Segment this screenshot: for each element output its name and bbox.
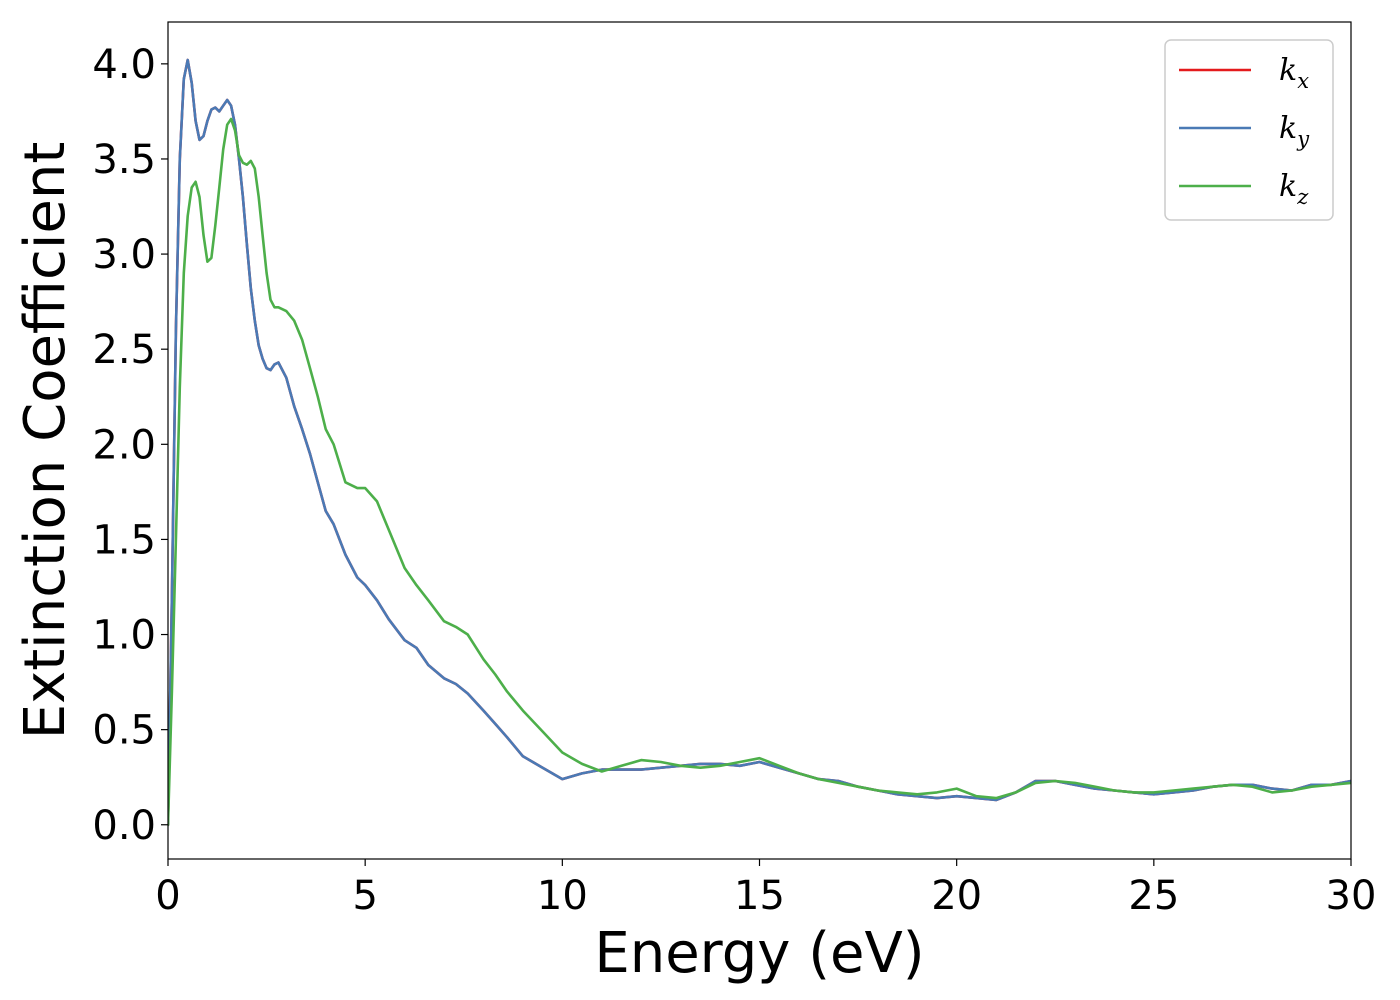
x-tick-label: 10	[537, 873, 588, 919]
legend-label-subscript: y	[1296, 127, 1310, 151]
y-tick-label: 1.5	[92, 517, 156, 563]
legend-label-base: k	[1279, 111, 1297, 146]
x-axis-label: Energy (eV)	[594, 921, 924, 986]
legend-label-base: k	[1279, 169, 1297, 204]
x-tick-label: 20	[931, 873, 982, 919]
x-tick-label: 30	[1326, 873, 1377, 919]
y-tick-label: 4.0	[92, 42, 156, 88]
legend-label-z: kz	[1279, 169, 1309, 209]
y-tick-label: 3.5	[92, 137, 156, 183]
x-tick-label: 5	[352, 873, 377, 919]
legend-label-base: k	[1279, 53, 1297, 88]
y-tick-label: 3.0	[92, 232, 156, 278]
legend-label-subscript: x	[1297, 69, 1309, 93]
y-tick-label: 0.0	[92, 803, 156, 849]
legend-box	[1164, 39, 1334, 221]
legend-label-x: kx	[1279, 53, 1309, 93]
series-layer	[168, 58, 1351, 827]
legend-label-y: ky	[1279, 111, 1310, 151]
y-axis-ticks: 0.0 0.5 1.0 1.5 2.0 2.5 3.0 3.5 4.0	[92, 42, 168, 849]
x-axis-ticks: 0 5 10 15 20 25 30	[155, 859, 1376, 919]
y-tick-label: 2.5	[92, 327, 156, 373]
legend-label-subscript: z	[1296, 185, 1309, 209]
plot-area-frame	[167, 21, 1352, 860]
y-tick-label: 0.5	[92, 708, 156, 754]
y-tick-label: 1.0	[92, 613, 156, 659]
series-line-z	[168, 117, 1351, 827]
y-axis-label: Extinction Coefficient	[13, 142, 78, 740]
x-tick-label: 25	[1128, 873, 1179, 919]
x-tick-label: 15	[734, 873, 785, 919]
y-tick-label: 2.0	[92, 422, 156, 468]
x-tick-label: 0	[155, 873, 180, 919]
